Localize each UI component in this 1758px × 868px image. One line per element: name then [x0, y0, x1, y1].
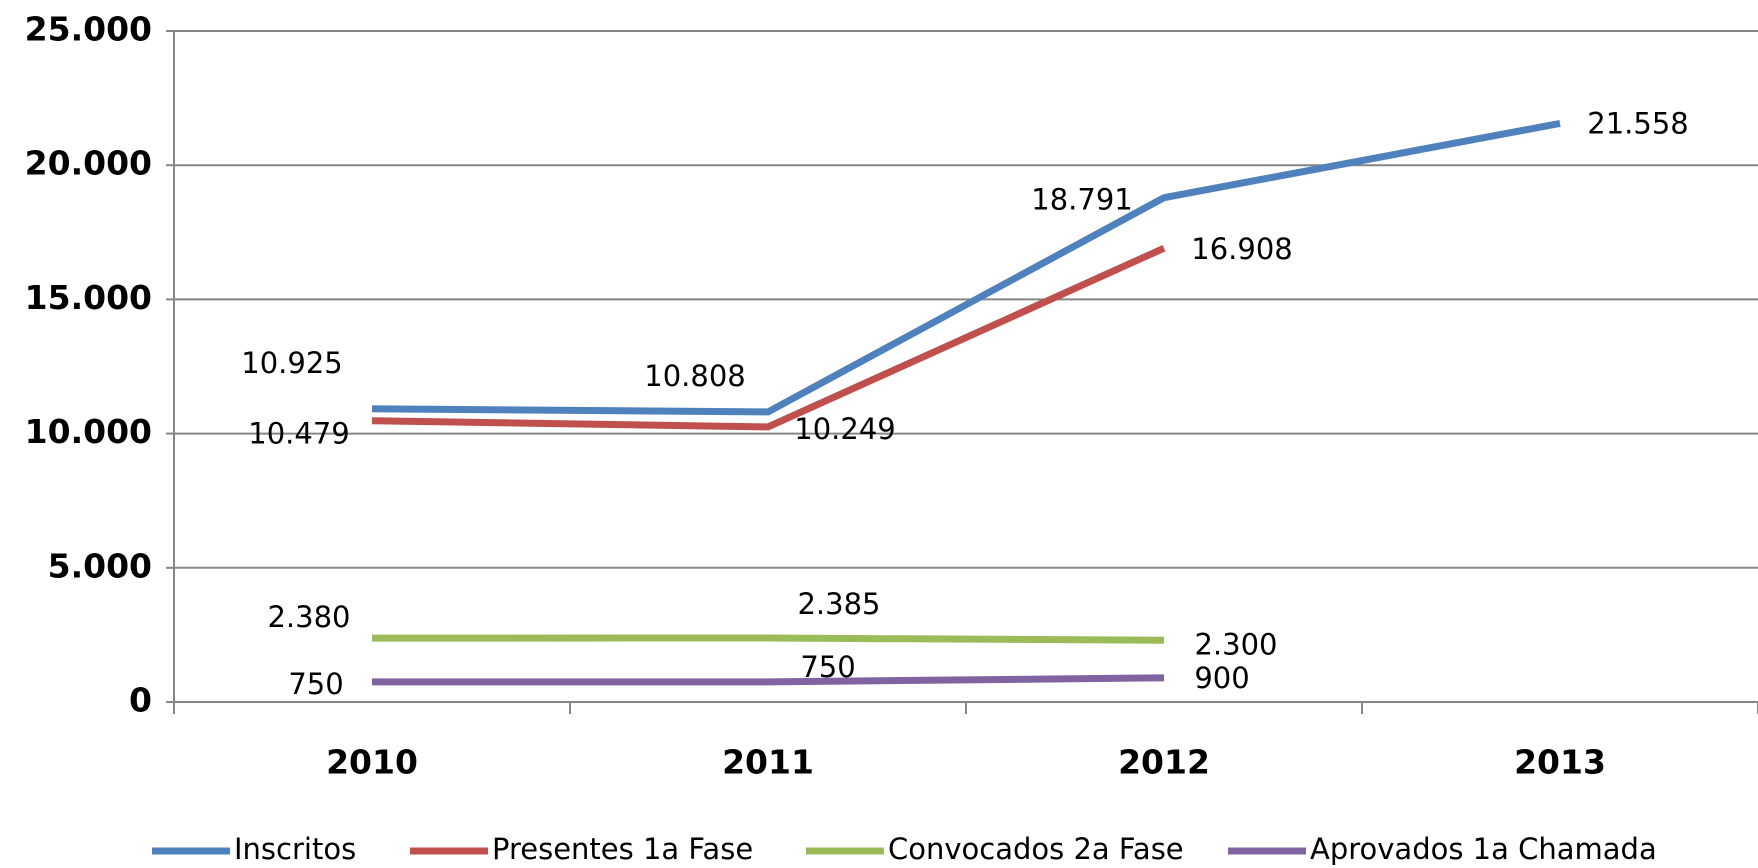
series-line: [371, 244, 1166, 431]
y-tick-label: 25.000: [25, 10, 152, 49]
data-label: 10.925: [241, 346, 342, 380]
data-label: 2.380: [267, 600, 350, 634]
legend-label: Convocados 2a Fase: [888, 832, 1184, 866]
data-label: 2.385: [797, 587, 880, 621]
y-tick-label: 5.000: [48, 546, 152, 585]
y-tick-label: 0: [129, 681, 152, 720]
data-label: 21.558: [1587, 106, 1688, 140]
data-label: 900: [1194, 661, 1249, 695]
series-line: [371, 634, 1165, 644]
x-tick-label: 2010: [326, 743, 418, 782]
data-label: 750: [288, 667, 343, 701]
data-label: 10.249: [794, 412, 895, 446]
legend-label: Inscritos: [234, 832, 356, 866]
x-tick-label: 2011: [722, 743, 814, 782]
series-line: [371, 119, 1561, 416]
data-label: 750: [800, 650, 855, 684]
x-tick-label: 2013: [1514, 743, 1606, 782]
legend-label: Aprovados 1a Chamada: [1310, 832, 1657, 866]
data-label: 10.479: [248, 417, 349, 451]
series-line: [372, 674, 1165, 686]
legend-label: Presentes 1a Fase: [492, 832, 753, 866]
x-tick-label: 2012: [1118, 743, 1210, 782]
data-label: 16.908: [1191, 232, 1292, 266]
y-tick-label: 20.000: [25, 144, 152, 183]
data-label: 10.808: [644, 359, 745, 393]
y-tick-label: 15.000: [25, 278, 152, 317]
y-tick-label: 10.000: [25, 412, 152, 451]
data-label: 18.791: [1031, 183, 1132, 217]
data-label: 2.300: [1194, 627, 1277, 661]
